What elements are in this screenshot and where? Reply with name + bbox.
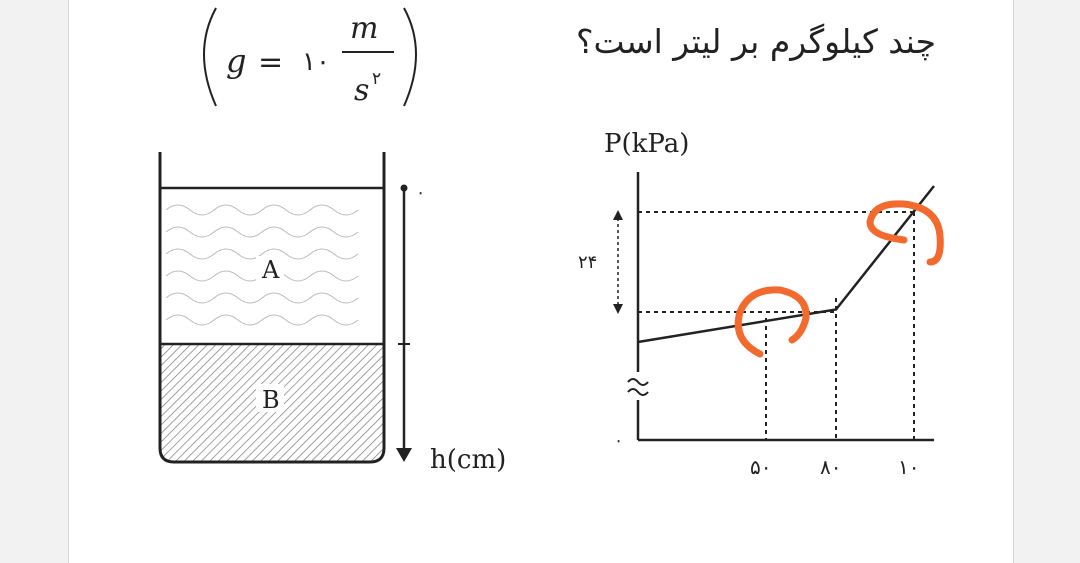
pen-annotations [734, 200, 944, 358]
formula-g: g [226, 42, 246, 80]
depth-axis-label: h(cm) [430, 445, 506, 475]
right-paren [403, 7, 417, 107]
guide-lines [638, 211, 918, 440]
question-text: چند کیلوگرم بر لیتر است؟ [576, 22, 936, 61]
layer-b-label-bg [256, 384, 284, 412]
layer-a-label: A [261, 256, 280, 284]
formula-numerator: m [350, 11, 378, 46]
axis-break-icon [627, 378, 649, 396]
pen-mark-left [734, 286, 810, 358]
depth-arrowhead [396, 448, 412, 462]
formula-coefficient: ۱۰ [302, 47, 330, 77]
depth-zero-dot [400, 184, 408, 192]
formula-exponent: ۲ [372, 69, 381, 89]
formula-denominator: s [354, 73, 369, 108]
liquid-container: A B [158, 152, 386, 464]
layer-a-label-bg [256, 256, 284, 284]
depth-axis: ۰ h(cm) [396, 183, 506, 475]
chart-origin-label: ۰ [614, 431, 623, 451]
x-tick-label: ۱۰ [898, 455, 919, 479]
x-tick-label: ۵۰ [750, 455, 771, 479]
problem-figure: A B ۰ h(cm) P(kPa) ۰ ۲۴ [158, 129, 944, 479]
formula-equals: = [258, 45, 283, 80]
annotation-24: ۲۴ [578, 252, 597, 273]
chart-ylabel: P(kPa) [604, 129, 689, 159]
pressure-chart: P(kPa) ۰ ۲۴ ۵۰ ۸۰ ۱۰ [578, 129, 944, 479]
container-walls [158, 152, 386, 464]
pen-mark-right [866, 200, 944, 266]
left-paren [203, 7, 217, 107]
depth-zero-label: ۰ [416, 183, 425, 203]
series-line [637, 185, 935, 344]
gravity-formula: g = ۱۰ m s ۲ [203, 7, 417, 108]
annotation-bracket [613, 210, 623, 314]
layer-b-label: B [262, 386, 280, 414]
x-tick-label: ۸۰ [820, 455, 841, 479]
